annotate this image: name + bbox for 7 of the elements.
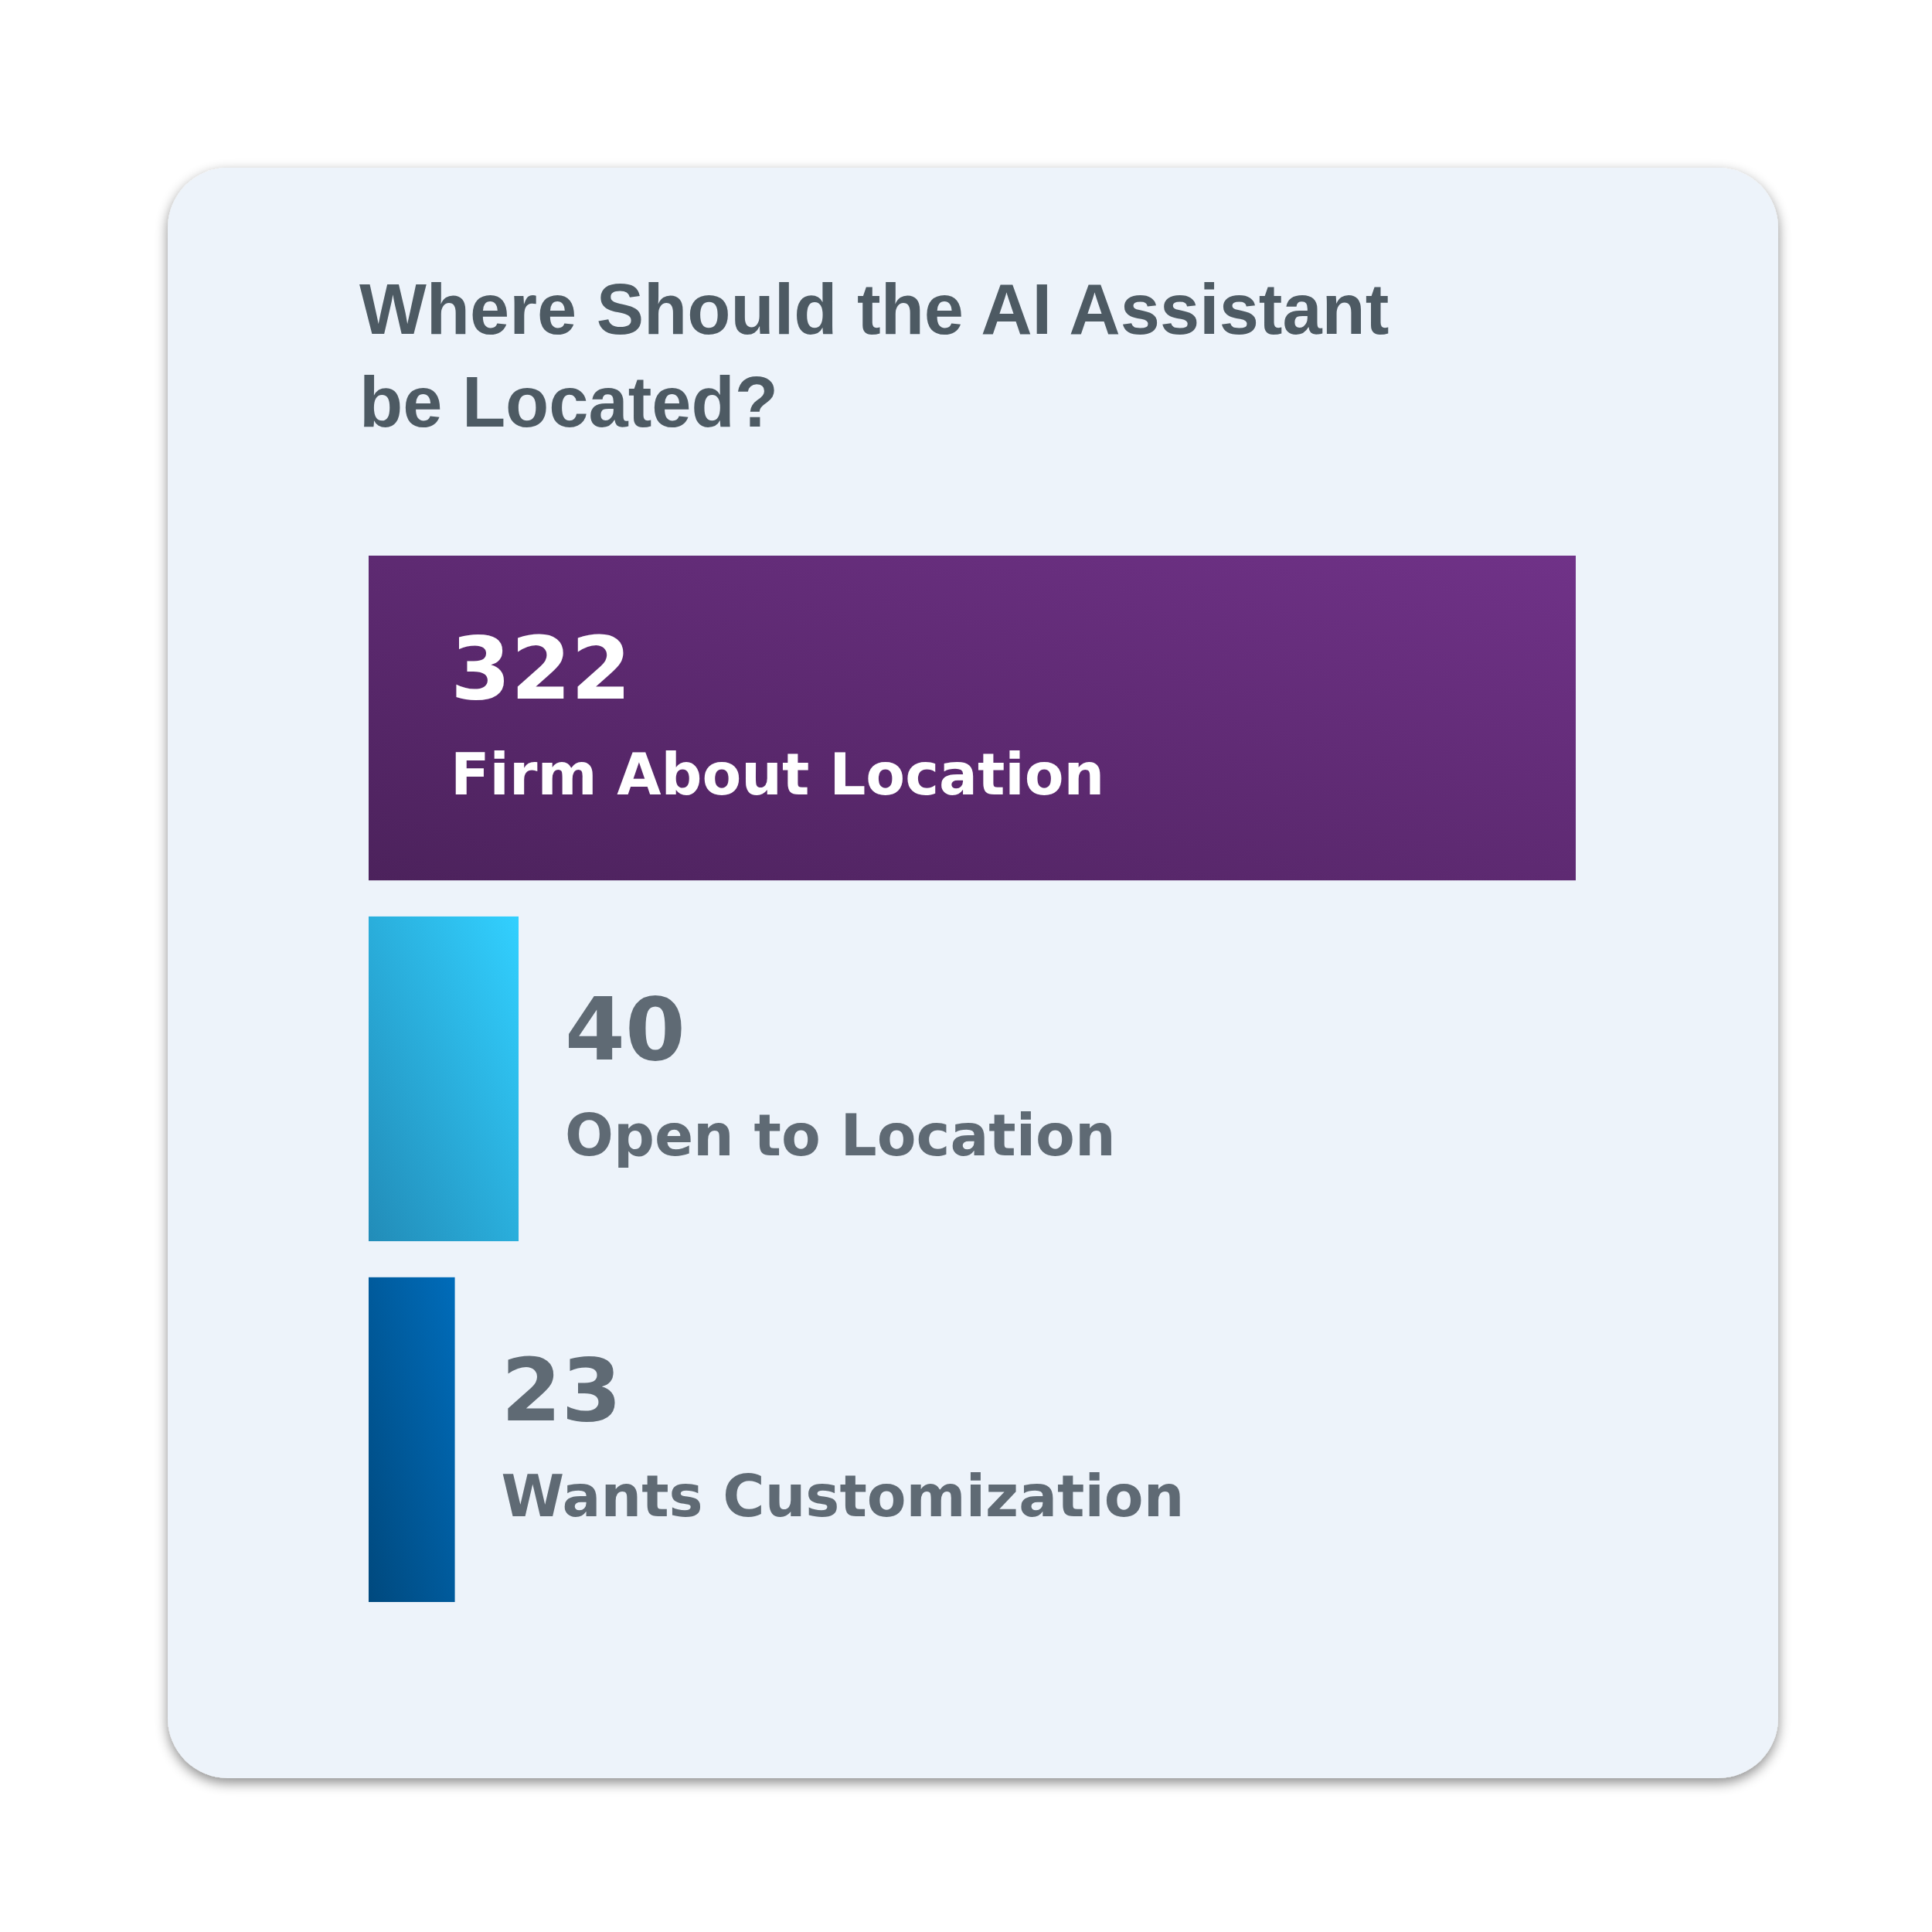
y-tick-label: Firm About Location (451, 741, 1105, 808)
data-label: 322 (451, 618, 631, 719)
y-tick-label: Open to Location (565, 1101, 1116, 1168)
data-label: 23 (501, 1339, 622, 1440)
data-label: 40 (565, 978, 685, 1080)
chart-title: Where Should the AI Assistant be Located? (359, 270, 1389, 441)
y-tick-label: Wants Customization (501, 1462, 1185, 1529)
